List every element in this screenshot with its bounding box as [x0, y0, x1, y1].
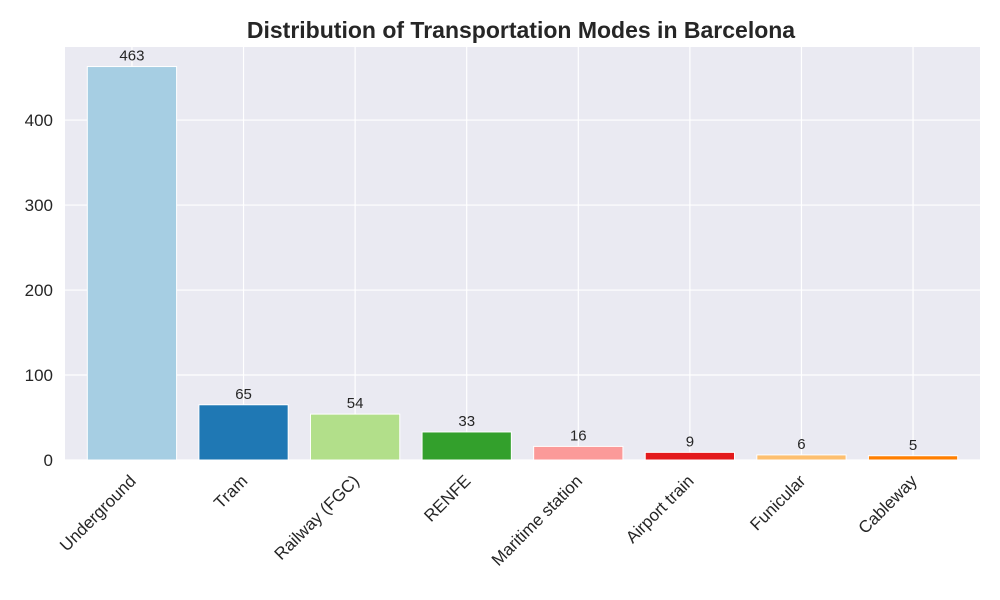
bar-value-label: 463 — [119, 48, 144, 65]
x-tick-label: Tram — [210, 471, 251, 512]
bar-value-label: 16 — [570, 427, 587, 444]
x-tick-label: Railway (FGC) — [271, 471, 363, 563]
bar — [533, 445, 624, 461]
bar — [644, 451, 736, 461]
x-tick-label: Maritime station — [488, 471, 586, 569]
y-tick-label: 100 — [25, 366, 53, 385]
plot-area — [65, 47, 980, 460]
bar-value-label: 5 — [909, 437, 917, 454]
y-tick-label: 300 — [25, 196, 53, 215]
bar-value-label: 6 — [797, 436, 805, 453]
y-tick-label: 0 — [44, 451, 53, 470]
bar — [86, 66, 178, 461]
y-tick-label: 200 — [25, 281, 53, 300]
x-tick-label: Funicular — [746, 471, 809, 534]
bar — [309, 413, 401, 461]
y-tick-label: 400 — [25, 111, 53, 130]
bar — [198, 404, 289, 461]
bar-value-label: 9 — [686, 433, 694, 450]
y-axis-ticks: 0 100 200 300 400 — [25, 111, 53, 470]
bar — [867, 455, 959, 461]
x-tick-label: RENFE — [420, 471, 474, 525]
bar — [756, 454, 847, 461]
bar-value-label: 54 — [347, 395, 364, 412]
bar-value-label: 65 — [235, 386, 252, 403]
x-tick-label: Underground — [56, 471, 140, 555]
x-tick-label: Cableway — [855, 471, 922, 538]
bar — [421, 431, 512, 461]
x-axis-ticks: Underground Tram Railway (FGC) RENFE Maritim… — [56, 471, 921, 570]
x-tick-label: Airport train — [622, 471, 698, 547]
bar-value-label: 33 — [458, 413, 475, 430]
bars — [86, 66, 959, 461]
chart-title: Distribution of Transportation Modes in … — [247, 17, 795, 43]
